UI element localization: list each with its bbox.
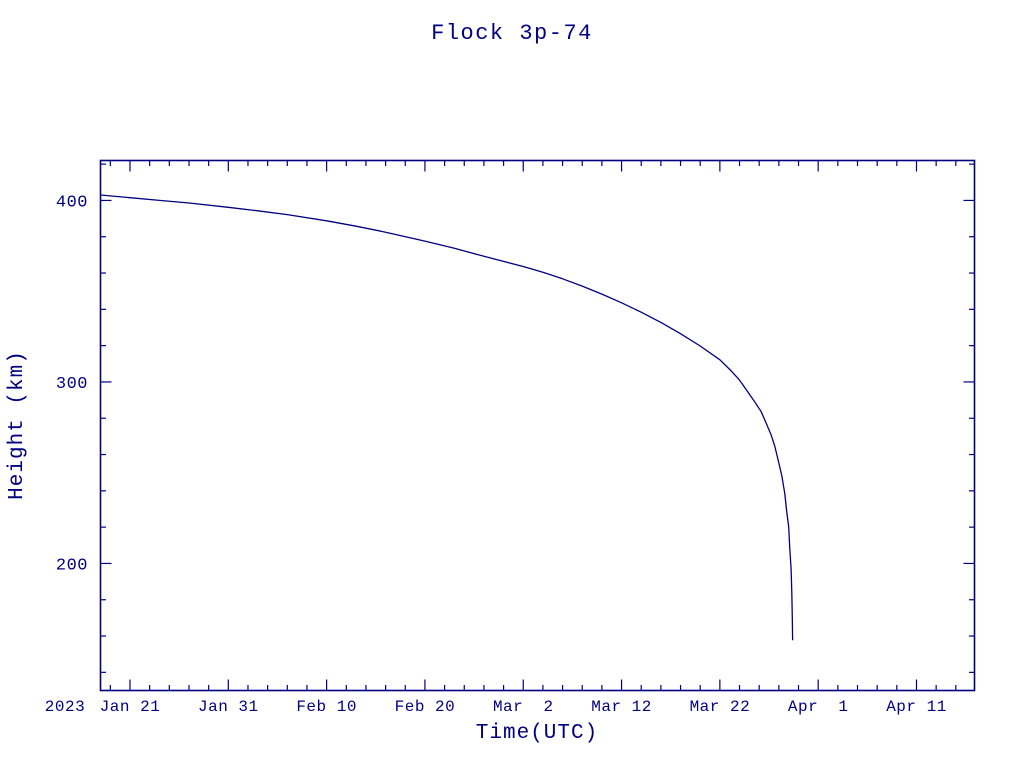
- curve-layer: [99, 194, 794, 641]
- tick-label-layer: Jan 21 Jan 31 Feb 10 Feb 20 Mar 2 Mar 12 Mar 2…: [56, 193, 947, 716]
- plot-frame: [99, 159, 976, 692]
- x-tick-label: Feb 10: [296, 698, 357, 716]
- decay-curve: [99, 194, 794, 641]
- x-tick-label: Mar 22: [690, 698, 751, 716]
- x-tick-label: Mar 2: [493, 698, 554, 716]
- x-axis-year-label: 2023: [45, 698, 85, 716]
- y-axis-label: Height (km): [6, 350, 29, 500]
- x-tick-label: Mar 12: [591, 698, 652, 716]
- chart-title: Flock 3p-74: [431, 21, 593, 46]
- x-tick-label: Jan 31: [198, 698, 259, 716]
- x-tick-label: Feb 20: [395, 698, 456, 716]
- y-tick-label: 300: [56, 375, 88, 394]
- x-axis-label: Time(UTC): [476, 722, 598, 745]
- x-tick-label: Apr 1: [788, 698, 849, 716]
- tick-mark-layer: [100, 160, 975, 691]
- y-tick-label: 400: [56, 193, 88, 212]
- x-tick-label: Jan 21: [100, 698, 161, 716]
- y-tick-label: 200: [56, 556, 88, 575]
- x-tick-label: Apr 11: [886, 698, 947, 716]
- plot-frame-layer: [99, 159, 976, 692]
